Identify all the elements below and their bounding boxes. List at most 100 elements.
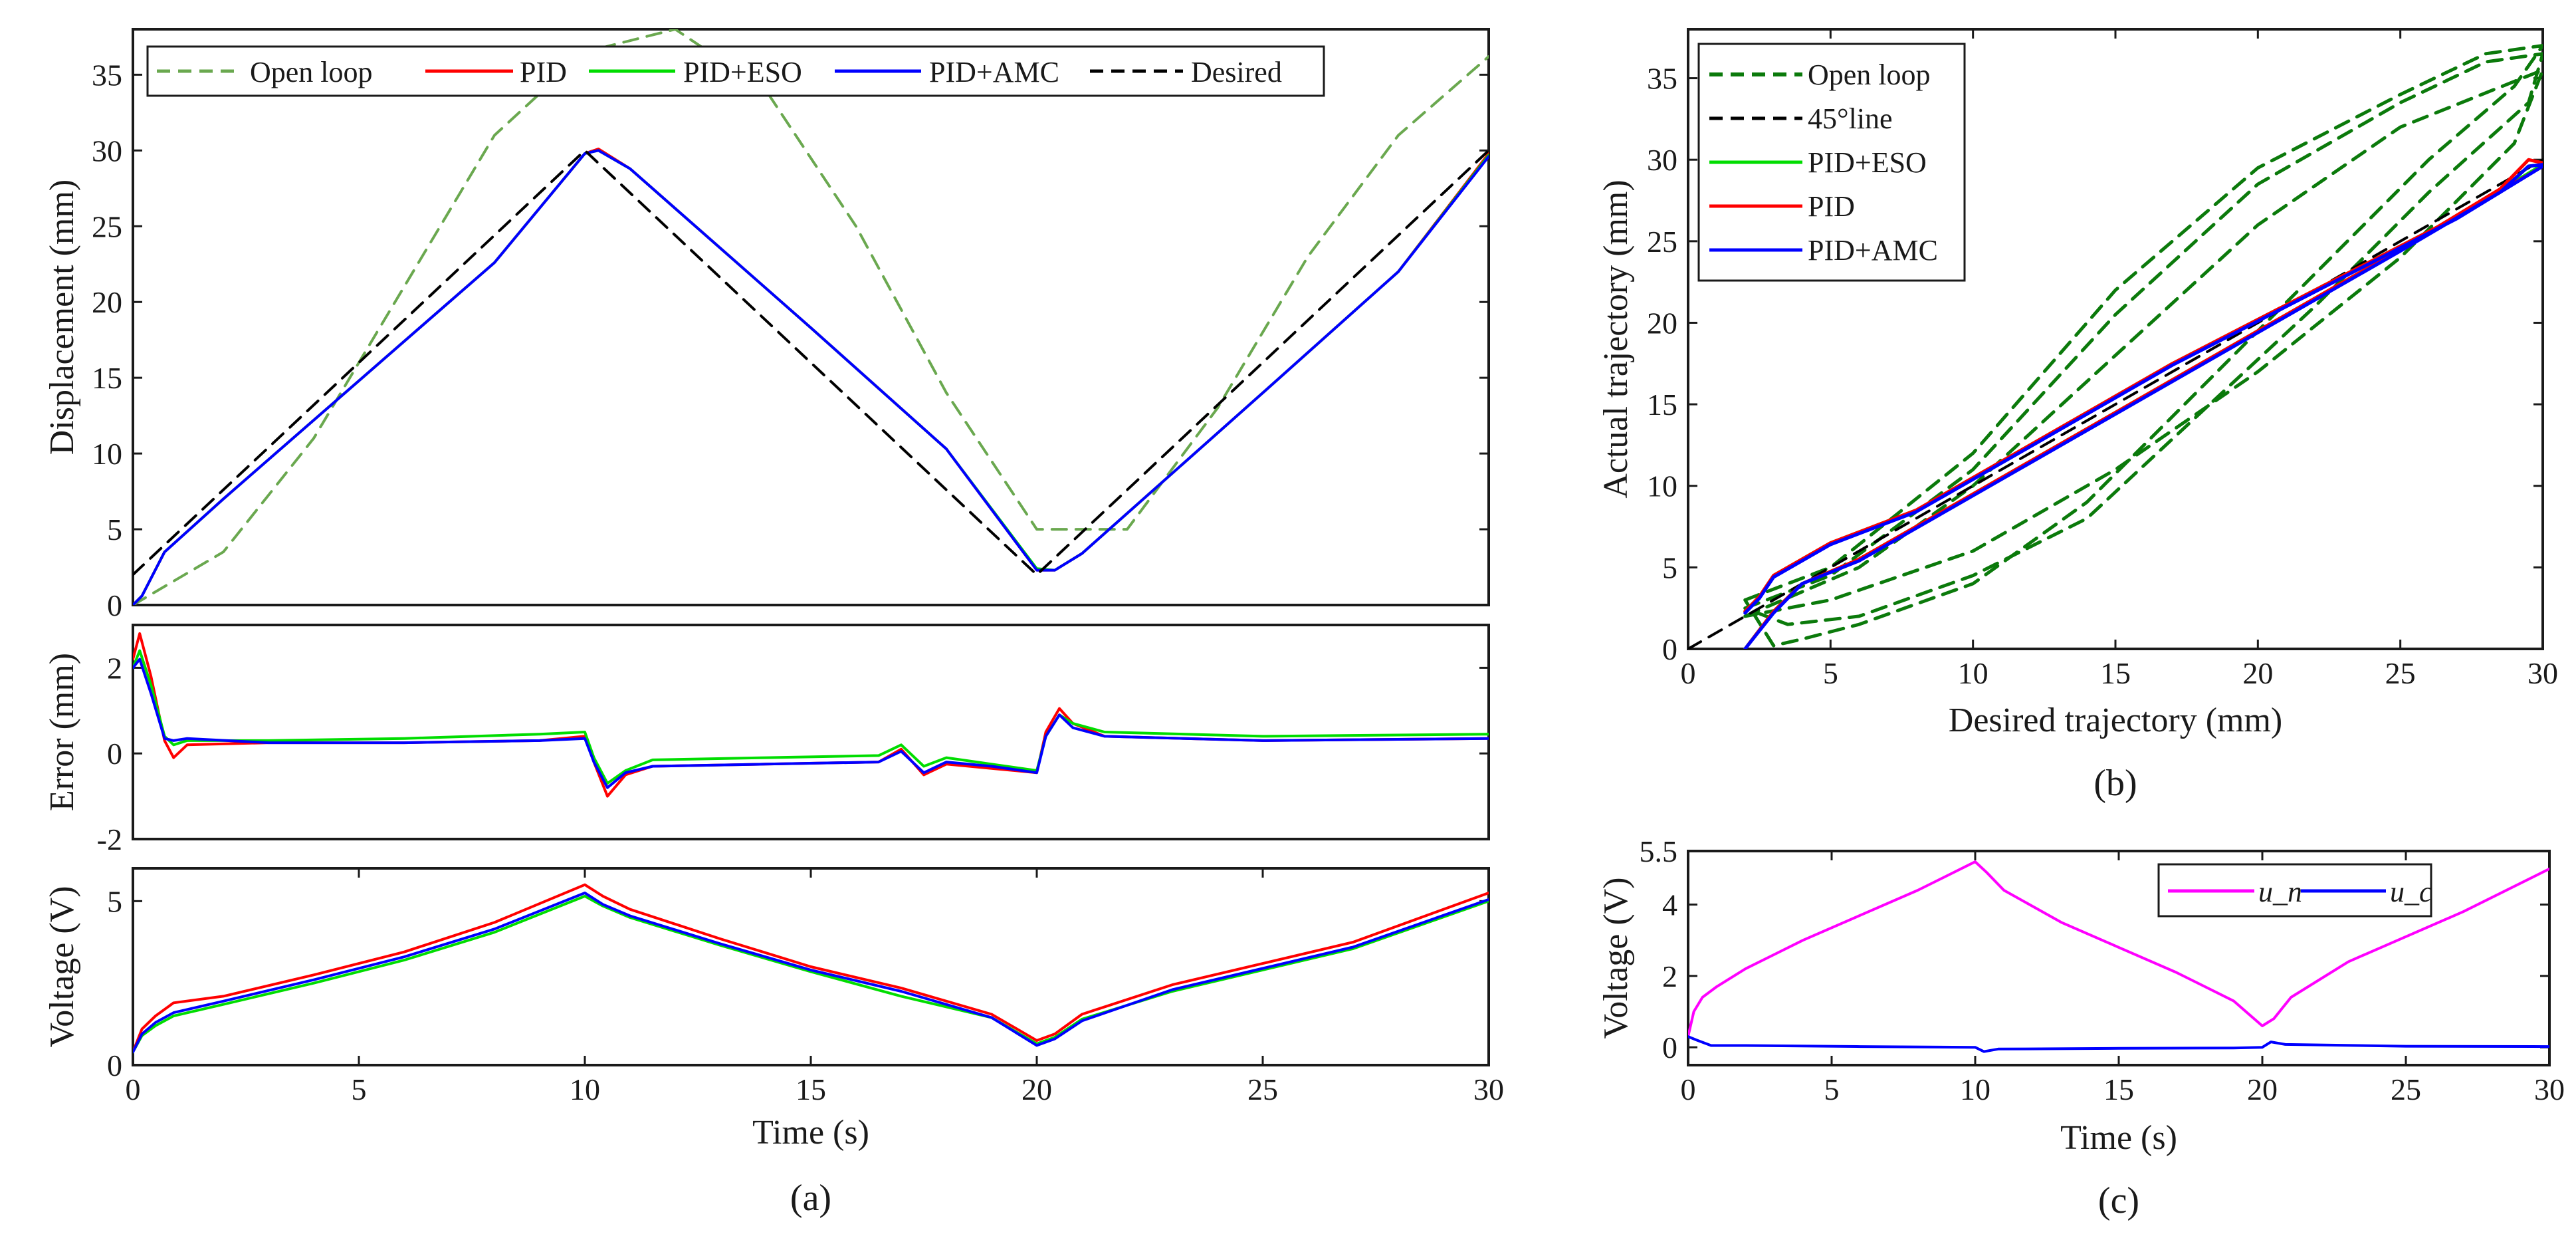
panel-b-series-45-line-3 (1688, 158, 2543, 649)
panel-a2-y-tick-label-2: 2 (107, 651, 122, 685)
panel-b-y-tick-label-5: 5 (1662, 551, 1677, 584)
panel-a2-series-pid-amc-2 (133, 658, 1489, 789)
panel-c-x-ticks: 0 5 10 15 20 25 30 (1681, 851, 2565, 1106)
panel-a1-legend-label-desired: Desired (1191, 56, 1282, 88)
panel-a3-series-pid-amc-2 (133, 892, 1489, 1054)
panel-b-y-ticks: 0 5 10 15 20 25 30 35 (1647, 62, 2543, 666)
panel-c-legend: u_n u_c (2157, 863, 2432, 918)
panel-b-legend-entry-45-line: 45°line (1709, 102, 1893, 135)
panel-c-xlabel: Time (s) (2060, 1119, 2177, 1157)
panel-c-voltage: 0 5 10 15 20 25 30 0 2 4 5.5 Voltage (V) Time (s)… (1597, 834, 2565, 1221)
panel-a3-xlabel: Time (s) (752, 1114, 869, 1152)
panel-a3-ylabel: Voltage (V) (43, 886, 81, 1047)
panel-a1-y-tick-label-0: 0 (107, 588, 122, 622)
panel-c-series (1688, 860, 2549, 1053)
panel-b-legend-entry-open-loop: Open loop (1709, 59, 1931, 91)
panel-b-xlabel: Desired trajectory (mm) (1949, 701, 2282, 739)
panel-a3-x-tick-label-15: 15 (796, 1072, 826, 1106)
panel-a1-y-tick-label-35: 35 (92, 58, 122, 92)
panel-a1-legend-label-open-loop: Open loop (250, 56, 373, 88)
panel-b-legend-label-open-loop: Open loop (1808, 59, 1931, 91)
panel-c-y-ticks: 0 2 4 5.5 (1640, 834, 2549, 1064)
panel-b-legend-entry-pid-eso: PID+ESO (1709, 146, 1927, 179)
panel-a1-y-tick-label-20: 20 (92, 285, 122, 319)
panel-a1-displacement: 0 5 10 15 20 25 30 35 Displacement (mm) Open lo… (43, 28, 1490, 622)
panel-a1-series-pid-amc-3 (133, 149, 1489, 605)
panel-a3-series (133, 883, 1489, 1054)
panel-a3-x-tick-label-20: 20 (1021, 1072, 1052, 1106)
panel-a1-legend: Open loop PID PID+ESO PID+AMC Desired (146, 45, 1325, 97)
panel-b-y-tick-label-0: 0 (1662, 632, 1677, 666)
panel-a3-x-tick-label-0: 0 (126, 1072, 141, 1106)
panel-a1-legend-entry-pid-amc: PID+AMC (835, 56, 1059, 88)
panel-a2-y-tick-label-2: -2 (97, 822, 122, 856)
panel-a1-y-tick-label-15: 15 (92, 361, 122, 395)
panel-a1-y-tick-label-10: 10 (92, 437, 122, 471)
panel-a2-error: -2 0 2 Error (mm) (43, 624, 1490, 856)
panel-b-y-tick-label-30: 30 (1647, 143, 1677, 177)
panel-b-series-pid-amc-6 (1743, 163, 2543, 649)
panel-a2-ylabel: Error (mm) (43, 653, 81, 811)
panel-c-y-tick-label-4: 4 (1662, 888, 1677, 922)
panel-b-x-tick-label-30: 30 (2527, 656, 2558, 690)
panel-c-legend-label-uc: u_c (2390, 876, 2432, 908)
panel-b-x-tick-label-20: 20 (2242, 656, 2273, 690)
panel-b-x-ticks: 0 5 10 15 20 25 30 (1681, 29, 2558, 690)
panel-c-y-tick-label-0: 0 (1662, 1031, 1677, 1064)
panel-c-series-u-n-0 (1688, 860, 2549, 1039)
panel-c-x-tick-label-25: 25 (2391, 1072, 2421, 1106)
panel-a1-y-tick-label-5: 5 (107, 513, 122, 547)
panel-b-legend-entry-pid: PID (1709, 190, 1855, 223)
panel-b-series (1688, 44, 2543, 649)
panel-a1-series-pid-eso-2 (133, 149, 1489, 605)
panel-a1-ylabel: Displacement (mm) (43, 180, 81, 455)
panel-a3-y-tick-label-5: 5 (107, 884, 122, 918)
panel-c-caption: (c) (2098, 1180, 2139, 1221)
panel-b-x-tick-label-25: 25 (2385, 656, 2416, 690)
panel-b-legend: Open loop 45°line PID+ESO PID PID+AMC (1697, 43, 1966, 282)
panel-b-trajectory: 0 5 10 15 20 25 30 0 5 10 15 20 25 30 35 Actual traje… (1597, 28, 2558, 804)
panel-a2-series-pid-0 (133, 632, 1489, 798)
panel-b-legend-label-pid: PID (1808, 190, 1855, 223)
panel-b-legend-entry-pid-amc: PID+AMC (1709, 234, 1938, 267)
panel-c-x-tick-label-30: 30 (2534, 1072, 2565, 1106)
panel-a1-legend-entry-pid: PID (425, 56, 567, 88)
panel-a1-legend-entry-open-loop: Open loop (157, 56, 373, 88)
panel-a1-y-tick-label-25: 25 (92, 209, 122, 243)
panel-a1-y-ticks: 0 5 10 15 20 25 30 35 (92, 58, 1489, 622)
panel-a3-x-tick-label-10: 10 (570, 1072, 600, 1106)
panel-a3-y-ticks: 05 (107, 884, 1489, 1082)
panel-a1-legend-entry-pid-eso: PID+ESO (589, 56, 802, 88)
panel-c-legend-label-un: u_n (2258, 876, 2302, 908)
panel-a1-legend-label-pid-amc: PID+AMC (929, 56, 1059, 88)
panel-c-x-tick-label-15: 15 (2103, 1072, 2134, 1106)
panel-a3-x-tick-label-25: 25 (1247, 1072, 1278, 1106)
panel-a2-frame (132, 624, 1490, 840)
panel-b-y-tick-label-20: 20 (1647, 306, 1677, 340)
panel-a3-x-tick-label-5: 5 (352, 1072, 367, 1106)
panel-b-legend-label-pid-eso: PID+ESO (1808, 146, 1927, 179)
panel-a1-series-open-loop-0 (133, 29, 1489, 605)
panel-a1-series-pid-1 (133, 148, 1489, 605)
panel-a3-x-ticks: 0 5 10 15 20 25 30 (126, 868, 1504, 1106)
panel-a3-voltage: 0 5 10 15 20 25 30 05 Voltage (V) Time (s) (a) (43, 867, 1504, 1219)
panel-b-x-tick-label-15: 15 (2100, 656, 2131, 690)
panel-b-x-tick-label-10: 10 (1958, 656, 1988, 690)
panel-c-series-u-c-1 (1688, 1035, 2549, 1053)
panel-b-y-tick-label-25: 25 (1647, 225, 1677, 259)
panel-a-caption: (a) (790, 1177, 831, 1219)
panel-b-y-tick-label-35: 35 (1647, 62, 1677, 96)
panel-a1-legend-label-pid-eso: PID+ESO (683, 56, 802, 88)
panel-b-legend-label-45-line: 45°line (1808, 102, 1893, 135)
panel-c-x-tick-label-0: 0 (1681, 1072, 1696, 1106)
panel-a2-series (133, 632, 1489, 798)
panel-a3-y-tick-label-0: 0 (107, 1049, 122, 1082)
panel-a2-y-tick-label-0: 0 (107, 737, 122, 771)
panel-a1-legend-entry-desired: Desired (1090, 56, 1282, 88)
panel-c-y-tick-label-5-5: 5.5 (1640, 834, 1678, 868)
panel-b-x-tick-label-0: 0 (1681, 656, 1696, 690)
panel-b-ylabel: Actual trajectory (mm) (1597, 180, 1635, 498)
panel-a1-legend-box (146, 45, 1325, 97)
panel-b-x-tick-label-5: 5 (1823, 656, 1838, 690)
